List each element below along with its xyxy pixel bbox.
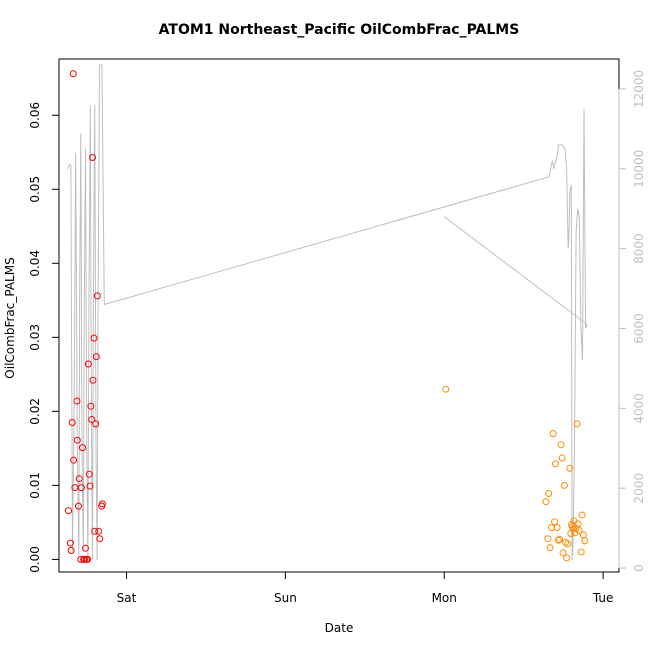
orange-point-16 — [560, 481, 568, 489]
x-axis-label: Date — [325, 621, 354, 635]
y-tick-label-2: 0.02 — [28, 398, 42, 425]
chart-marks: Sat Sun Mon Tue 0.00 0.01 0.02 0.03 0.04 0.05 0.06… — [28, 64, 646, 605]
y-tick-label-5: 0.05 — [28, 176, 42, 203]
red-point-4 — [68, 419, 76, 426]
y-tick-label-6: 0.06 — [28, 102, 42, 129]
orange-point-20 — [566, 464, 574, 472]
red-point-22 — [86, 482, 94, 490]
orange-point-15 — [559, 549, 567, 557]
y2-tick-label-5: 10000 — [632, 150, 646, 188]
red-point-14 — [79, 444, 86, 452]
y2-tick-label-3: 6000 — [632, 313, 646, 344]
orange-point-7 — [549, 430, 557, 438]
y2-tick-label-2: 4000 — [632, 393, 646, 424]
red-point-8 — [73, 397, 81, 405]
y-tick-label-1: 0.01 — [28, 472, 42, 499]
red-point-5 — [69, 70, 77, 78]
red-point-20 — [84, 360, 92, 368]
red-point-35 — [98, 500, 106, 508]
orange-point-29 — [574, 520, 582, 528]
orange-point-3 — [544, 535, 552, 543]
red-point-29 — [92, 420, 100, 428]
red-point-28 — [91, 527, 99, 535]
orange-point-32 — [578, 511, 586, 519]
red-point-23 — [87, 402, 95, 410]
orange-point-5 — [546, 544, 554, 552]
red-point-1 — [65, 507, 72, 515]
red-point-3 — [67, 547, 75, 554]
orange-point-10 — [553, 524, 561, 532]
orange-point-13 — [557, 441, 565, 449]
y2-tick-label-0: 0 — [632, 564, 646, 572]
orange-point-2 — [542, 498, 550, 506]
red-point-31 — [93, 292, 101, 300]
red-point-27 — [90, 334, 98, 342]
y-axis-label: OilCombFrac_PALMS — [3, 257, 17, 378]
plot-area-frame — [58, 58, 620, 573]
y2-tick-label-4: 8000 — [632, 233, 646, 264]
y2-tick-label-6: 12000 — [632, 70, 646, 108]
orange-point-30 — [575, 527, 583, 534]
red-point-16 — [81, 555, 89, 563]
orange-point-28 — [573, 420, 581, 428]
orange-point-34 — [581, 537, 589, 545]
red-point-19 — [84, 555, 92, 563]
orange-point-8 — [551, 518, 558, 526]
red-point-26 — [89, 376, 97, 384]
x-tick-label-sun: Sun — [274, 591, 297, 605]
red-point-32 — [95, 527, 103, 535]
red-point-30 — [92, 353, 100, 361]
red-point-11 — [75, 475, 83, 483]
gray-line-segment-1 — [67, 64, 588, 561]
x-tick-label-mon: Mon — [432, 591, 457, 605]
orange-point-4 — [545, 490, 553, 497]
red-point-21 — [85, 470, 93, 478]
orange-point-9 — [552, 460, 559, 468]
chart-title: ATOM1 Northeast_Pacific OilCombFrac_PALM… — [159, 22, 520, 38]
y-tick-label-3: 0.03 — [28, 324, 42, 351]
red-point-25 — [89, 154, 96, 161]
orange-point-18 — [563, 554, 571, 562]
red-point-24 — [88, 416, 96, 423]
red-point-33 — [96, 535, 104, 543]
orange-point-31 — [577, 548, 585, 556]
red-point-13 — [77, 484, 85, 492]
x-tick-label-sat: Sat — [117, 591, 137, 605]
gray-line-segment-2 — [443, 216, 588, 325]
orange-point-19 — [564, 540, 572, 548]
orange-point-1 — [442, 385, 450, 393]
y-tick-label-0: 0.00 — [28, 546, 42, 573]
orange-point-11 — [554, 536, 562, 544]
red-point-6 — [70, 456, 78, 464]
y2-tick-label-1: 2000 — [632, 473, 646, 504]
orange-point-33 — [579, 531, 587, 539]
red-point-9 — [73, 436, 81, 444]
red-point-2 — [66, 539, 74, 547]
x-tick-label-tue: Tue — [592, 591, 614, 605]
orange-point-12 — [556, 535, 564, 543]
y-tick-label-4: 0.04 — [28, 250, 42, 277]
red-point-17 — [82, 544, 89, 552]
red-point-10 — [75, 502, 82, 510]
orange-point-14 — [558, 454, 566, 462]
